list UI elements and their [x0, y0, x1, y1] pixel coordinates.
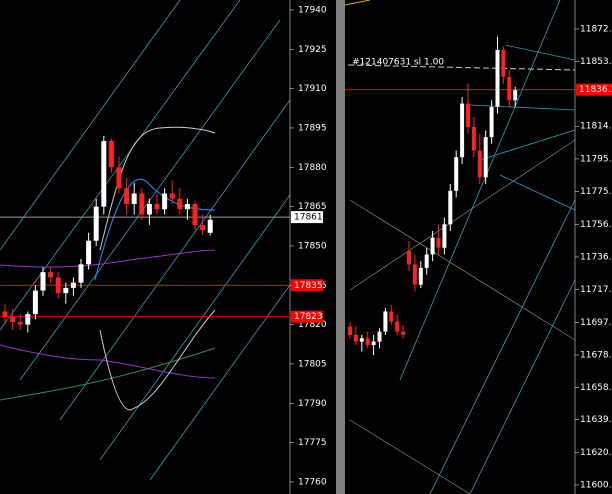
price-label: 11658.5 — [580, 383, 612, 393]
candle-body — [395, 321, 400, 332]
candle-body — [86, 240, 92, 265]
candle-body — [477, 150, 482, 178]
price-tag-label: 17861 — [294, 213, 323, 223]
price-label: 17805 — [298, 359, 327, 369]
candle-body — [412, 264, 417, 285]
channel-lines — [0, 0, 576, 494]
candle-body — [365, 338, 370, 345]
candle-body — [116, 167, 122, 189]
candle-body — [70, 282, 76, 288]
indicator-lines — [349, 139, 576, 494]
candle-body — [507, 76, 512, 101]
candle-body — [169, 193, 175, 199]
price-label: 17790 — [298, 399, 327, 409]
price-label: 17775 — [298, 438, 327, 448]
candle-body — [63, 287, 69, 294]
candle-body — [154, 203, 160, 210]
candle-body — [108, 141, 114, 168]
order-label: #121407631 sl 1.00 — [352, 58, 444, 68]
candle-body — [513, 90, 518, 101]
candle-body — [124, 188, 130, 204]
candle-body — [430, 237, 435, 255]
price-tag-label: 11836.3 — [579, 85, 612, 95]
price-tag-label: 17823 — [294, 312, 323, 322]
candle-body — [377, 331, 382, 342]
price-label: 11775.5 — [580, 187, 612, 197]
candle-body — [2, 311, 8, 317]
price-label: 17910 — [298, 84, 327, 94]
candle-body — [184, 203, 190, 210]
price-label: 11717.0 — [580, 285, 612, 295]
price-label: 17760 — [298, 477, 327, 487]
candle-body — [93, 206, 99, 241]
candle-body — [40, 272, 46, 291]
price-label: 11872.5 — [580, 24, 612, 34]
price-label: 17895 — [298, 123, 327, 133]
candle-body — [359, 338, 364, 342]
candle-body — [436, 237, 441, 248]
price-tag — [291, 310, 323, 323]
candle-body — [454, 157, 459, 191]
price-tag — [291, 279, 323, 292]
candle-body — [371, 341, 376, 345]
candle-body — [177, 198, 183, 210]
price-label: 17880 — [298, 163, 327, 173]
price-label: 11678.0 — [580, 351, 612, 361]
candle-body — [10, 316, 16, 322]
price-label: 11795.0 — [580, 154, 612, 164]
price-label: 11620.0 — [580, 448, 612, 458]
candle-body — [146, 203, 152, 215]
price-label: 17850 — [298, 241, 327, 251]
candle-body — [383, 311, 388, 332]
candle-body — [418, 267, 423, 285]
candle-body — [48, 272, 54, 278]
order-line — [347, 64, 576, 71]
candle-body — [466, 103, 470, 128]
price-label: 11697.5 — [580, 318, 612, 328]
candle-body — [162, 193, 168, 210]
candle-body — [207, 219, 213, 233]
candle-body — [131, 193, 137, 204]
price-label: 11736.5 — [580, 252, 612, 262]
candle-body — [101, 141, 107, 207]
candle-body — [192, 203, 198, 225]
candle-body — [55, 277, 61, 294]
candle-body — [424, 254, 429, 268]
candle-body — [389, 311, 394, 322]
candle-body — [448, 190, 453, 225]
panel-divider — [336, 0, 345, 494]
candle-body — [353, 334, 358, 342]
price-label: 17925 — [298, 45, 327, 55]
price-label: 11639.5 — [580, 415, 612, 425]
price-label: 11756.0 — [580, 220, 612, 230]
candle-body — [501, 49, 506, 77]
candle-body — [489, 106, 494, 138]
candle-body — [200, 224, 206, 231]
price-label: 17865 — [298, 202, 327, 212]
candle-body — [401, 331, 406, 335]
candle-body — [471, 127, 476, 151]
candle-body — [139, 193, 145, 215]
candle-body — [407, 251, 411, 265]
candle-body — [25, 314, 31, 325]
candle-body — [460, 103, 465, 158]
candle-body — [32, 290, 38, 315]
candle-body — [442, 224, 447, 248]
candle-body — [17, 321, 23, 325]
candle-body — [78, 264, 84, 283]
price-label: 11814.5 — [580, 122, 612, 132]
price-label: 11600.5 — [580, 480, 612, 490]
candle-body — [348, 326, 352, 335]
candle-body — [483, 137, 488, 178]
price-tag — [576, 83, 612, 96]
price-label: 17940 — [298, 5, 327, 15]
price-tag-label: 17835 — [294, 281, 323, 291]
price-label: 17820 — [298, 320, 327, 330]
price-label: 11853.0 — [580, 57, 612, 67]
candle-body — [495, 49, 500, 107]
price-tag — [291, 211, 323, 224]
